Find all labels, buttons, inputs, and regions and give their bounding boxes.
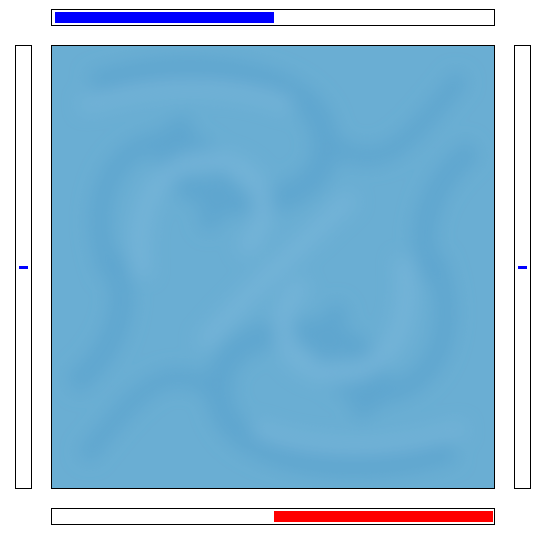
bottom-meter-fill	[274, 511, 493, 522]
fluid-swirl-canvas	[52, 46, 494, 488]
fluid-field[interactable]	[51, 45, 495, 489]
top-meter	[51, 9, 495, 26]
right-paddle-track[interactable]	[514, 45, 531, 489]
bottom-meter	[51, 508, 495, 525]
top-meter-fill	[55, 12, 274, 23]
swirl-layer	[64, 56, 482, 478]
left-paddle-marker[interactable]	[19, 266, 28, 269]
left-paddle-track[interactable]	[15, 45, 32, 489]
right-paddle-marker[interactable]	[518, 266, 527, 269]
